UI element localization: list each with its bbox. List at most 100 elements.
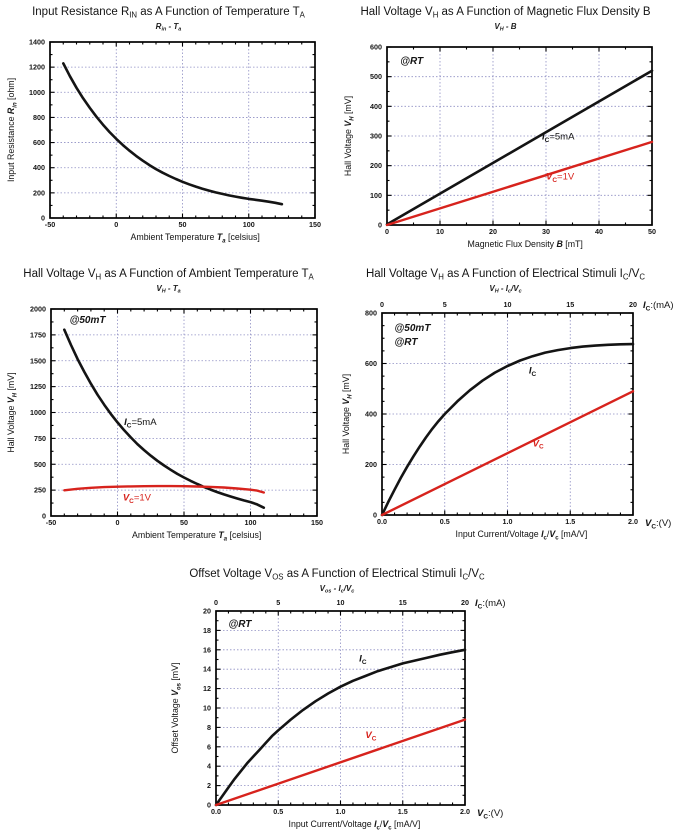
svg-text:2: 2 xyxy=(207,781,211,790)
svg-text:1.5: 1.5 xyxy=(565,517,575,526)
svg-text:12: 12 xyxy=(203,684,211,693)
svg-text:IC:(mA): IC:(mA) xyxy=(475,598,506,610)
svg-text:@RT: @RT xyxy=(395,337,419,348)
svg-text:Ambient Temperature Ta [celsiu: Ambient Temperature Ta [celsius] xyxy=(132,530,261,542)
svg-text:0: 0 xyxy=(380,300,384,309)
svg-text:750: 750 xyxy=(34,434,46,443)
chart-offset-voltage-vs-electrical-stimuli: Offset Voltage VOS as A Function of Elec… xyxy=(0,556,674,836)
chart-title: Input Resistance RIN as A Function of Te… xyxy=(32,6,305,20)
svg-text:500: 500 xyxy=(370,72,382,81)
svg-text:50: 50 xyxy=(648,227,656,236)
svg-text:IC: IC xyxy=(359,653,367,665)
svg-text:150: 150 xyxy=(311,518,323,527)
svg-text:Magnetic Flux Density B [mT]: Magnetic Flux Density B [mT] xyxy=(468,239,583,249)
svg-text:20: 20 xyxy=(629,300,637,309)
svg-text:2000: 2000 xyxy=(30,305,46,314)
svg-text:@RT: @RT xyxy=(400,56,424,67)
svg-text:0: 0 xyxy=(116,518,120,527)
svg-text:VC: VC xyxy=(365,730,376,742)
svg-text:Hall Voltage VH [mV]: Hall Voltage VH [mV] xyxy=(341,374,353,454)
svg-text:800: 800 xyxy=(365,309,377,318)
svg-text:1200: 1200 xyxy=(29,63,45,72)
svg-text:0.0: 0.0 xyxy=(377,517,387,526)
plot-input-resistance-vs-temperature: -50 0 50 100 1500200400600800100012001400Amb… xyxy=(6,38,321,245)
svg-text:0: 0 xyxy=(42,512,46,521)
svg-text:30: 30 xyxy=(542,227,550,236)
chart-subtitle: VH - Ta xyxy=(156,284,181,295)
svg-text:0: 0 xyxy=(114,220,118,229)
svg-text:0: 0 xyxy=(378,221,382,230)
svg-text:Hall Voltage VH [mV]: Hall Voltage VH [mV] xyxy=(6,372,18,452)
svg-text:VC:(V): VC:(V) xyxy=(645,518,671,530)
svg-text:150: 150 xyxy=(309,220,321,229)
svg-text:Input Resistance Rin [ohm]: Input Resistance Rin [ohm] xyxy=(6,78,18,182)
svg-text:20: 20 xyxy=(489,227,497,236)
svg-text:8: 8 xyxy=(207,723,211,732)
svg-text:1750: 1750 xyxy=(30,330,46,339)
svg-text:400: 400 xyxy=(33,163,45,172)
svg-text:600: 600 xyxy=(370,43,382,52)
chart-title: Hall Voltage VH as A Function of Magneti… xyxy=(360,6,651,20)
svg-text:VC:(V): VC:(V) xyxy=(477,808,503,820)
svg-text:6: 6 xyxy=(207,742,211,751)
svg-text:-50: -50 xyxy=(45,220,55,229)
svg-text:IC:(mA): IC:(mA) xyxy=(643,300,674,312)
svg-text:20: 20 xyxy=(203,607,211,616)
svg-text:500: 500 xyxy=(34,460,46,469)
svg-text:2.0: 2.0 xyxy=(628,517,638,526)
svg-text:@50mT: @50mT xyxy=(395,323,432,334)
svg-text:Ambient Temperature Ta [celsiu: Ambient Temperature Ta [celsius] xyxy=(131,232,260,244)
svg-text:Input Current/Voltage Ic/Vc [m: Input Current/Voltage Ic/Vc [mA/V] xyxy=(456,529,588,541)
svg-text:1.0: 1.0 xyxy=(503,517,513,526)
svg-text:10: 10 xyxy=(504,300,512,309)
svg-text:16: 16 xyxy=(203,645,211,654)
svg-text:1000: 1000 xyxy=(30,408,46,417)
svg-text:600: 600 xyxy=(365,359,377,368)
svg-text:5: 5 xyxy=(443,300,447,309)
svg-text:400: 400 xyxy=(370,102,382,111)
svg-text:5: 5 xyxy=(276,598,280,607)
svg-text:1500: 1500 xyxy=(30,356,46,365)
svg-text:IC=5mA: IC=5mA xyxy=(124,417,157,429)
svg-text:1400: 1400 xyxy=(29,38,45,47)
chart-title: Hall Voltage VH as A Function of Ambient… xyxy=(23,268,314,282)
svg-text:@50mT: @50mT xyxy=(70,315,107,326)
svg-text:200: 200 xyxy=(365,460,377,469)
svg-text:IC=5mA: IC=5mA xyxy=(542,132,575,144)
svg-text:2.0: 2.0 xyxy=(460,807,470,816)
svg-text:0: 0 xyxy=(207,801,211,810)
svg-text:50: 50 xyxy=(180,518,188,527)
svg-text:0: 0 xyxy=(41,214,45,223)
svg-text:0: 0 xyxy=(373,511,377,520)
svg-text:100: 100 xyxy=(370,191,382,200)
svg-text:15: 15 xyxy=(399,598,407,607)
svg-text:100: 100 xyxy=(243,220,255,229)
svg-text:400: 400 xyxy=(365,410,377,419)
chart-subtitle: VH - B xyxy=(494,22,517,33)
svg-text:IC: IC xyxy=(529,366,537,378)
svg-text:200: 200 xyxy=(33,188,45,197)
svg-text:0.5: 0.5 xyxy=(440,517,450,526)
chart-title: Hall Voltage VH as A Function of Electri… xyxy=(365,268,646,282)
svg-text:40: 40 xyxy=(595,227,603,236)
svg-text:VC: VC xyxy=(533,438,544,450)
chart-title: Offset Voltage VOS as A Function of Elec… xyxy=(189,568,485,582)
svg-text:800: 800 xyxy=(33,113,45,122)
svg-text:0.5: 0.5 xyxy=(273,807,283,816)
chart-subtitle: Rin - Ta xyxy=(155,22,182,33)
svg-text:1.0: 1.0 xyxy=(336,807,346,816)
svg-text:200: 200 xyxy=(370,161,382,170)
svg-text:4: 4 xyxy=(207,762,211,771)
svg-text:300: 300 xyxy=(370,132,382,141)
svg-text:50: 50 xyxy=(179,220,187,229)
chart-hall-voltage-vs-electrical-stimuli: Hall Voltage VH as A Function of Electri… xyxy=(337,264,674,554)
svg-text:14: 14 xyxy=(203,665,211,674)
svg-text:@RT: @RT xyxy=(228,619,252,630)
svg-text:1250: 1250 xyxy=(30,382,46,391)
svg-text:VC=1V: VC=1V xyxy=(546,172,575,184)
svg-text:Input Current/Voltage Ic/Vc [m: Input Current/Voltage Ic/Vc [mA/V] xyxy=(289,819,421,831)
